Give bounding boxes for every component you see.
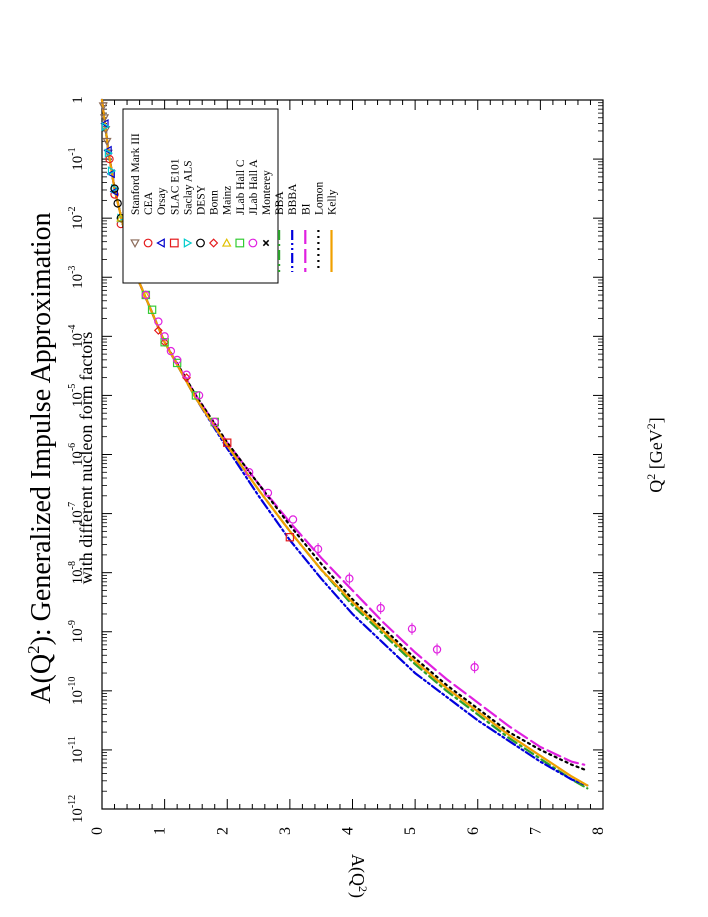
legend-label: CEA: [143, 191, 155, 215]
marker-stanford-mark-iii: [102, 137, 112, 147]
x-tick-label: 0: [89, 827, 106, 835]
marker-saclay-als: [104, 148, 114, 158]
y-tick-label: 10-11: [67, 736, 86, 764]
legend-label: BI: [300, 203, 312, 215]
legend-label: DESY: [196, 184, 208, 215]
marker-stanford-mark-iii: [99, 114, 110, 123]
legend-label: Kelly: [327, 189, 339, 215]
y-tick-label: 10-2: [67, 206, 86, 229]
legend-label: Lomon: [313, 182, 325, 215]
chart-title: A(Q2): Generalized Impulse Approximation: [24, 212, 57, 703]
y-tick-label: 10-1: [67, 147, 86, 170]
marker-bonn: [153, 325, 163, 335]
legend-label: Mainz: [222, 186, 234, 215]
marker-cea: [105, 154, 114, 164]
legend-label: Stanford Mark III: [130, 133, 142, 215]
chart-subtitle: with different nucleon form factors: [76, 332, 96, 585]
x-tick-label: 4: [340, 827, 357, 835]
legend-symbol: [169, 238, 179, 248]
y-tick-label: 10-12: [67, 795, 86, 823]
marker-jlab-hall-a: [172, 355, 182, 365]
x-tick-label: 3: [277, 827, 294, 835]
legend-label: BBA: [274, 191, 286, 215]
legend-label: SLAC E101: [169, 158, 181, 215]
marker-saclay-als: [107, 166, 117, 176]
legend-label: BBBA: [287, 183, 299, 215]
y-tick-label: 10-10: [67, 677, 86, 705]
legend-symbol: [221, 237, 232, 247]
marker-saclay-als: [111, 184, 120, 194]
marker-jlab-hall-a: [141, 290, 151, 300]
y-axis-label: A(Q2): [347, 854, 370, 898]
y-tick-label: 10-4: [67, 325, 86, 348]
x-tick-label: 1: [152, 827, 169, 835]
legend-symbol: [208, 238, 219, 248]
marker-saclay-als: [101, 121, 110, 132]
marker-desy: [110, 184, 119, 193]
marker-jlab-hall-a: [244, 468, 254, 477]
marker-slac-e101: [285, 533, 295, 542]
x-tick-label: 5: [402, 827, 419, 835]
y-tick-label: 10-9: [67, 620, 86, 643]
axis-ticks: [101, 99, 604, 810]
legend-symbol: [262, 239, 270, 247]
legend: Stanford Mark III CEA Orsay SLAC E101 Saclay…: [122, 108, 339, 284]
marker-orsay: [106, 169, 115, 179]
y-tick-label: 10-7: [67, 502, 86, 525]
marker-jlab-hall-c: [172, 358, 182, 368]
marker-jlab-hall-c: [160, 338, 169, 347]
data-markers: [98, 102, 479, 674]
axis-tick-labels: 0 1 2 3 4 5 6 7 8 1 10-1 10-2 10-3 10-4 10-5 10-6 10-7 10…: [67, 96, 607, 835]
legend-label: Saclay ALS: [182, 160, 194, 215]
legend-symbol: [196, 238, 205, 248]
legend-label: JLab Hall C: [235, 159, 247, 215]
legend-symbol: [130, 239, 140, 249]
legend-symbol: [235, 238, 245, 248]
marker-orsay: [100, 119, 109, 129]
legend-label: Orsay: [156, 187, 168, 215]
legend-symbol: [183, 238, 193, 248]
y-tick-label: 10-3: [67, 266, 86, 289]
marker-jlab-hall-a: [154, 317, 163, 326]
marker-mainz: [141, 290, 151, 299]
x-tick-label: 8: [590, 827, 607, 835]
marker-slac-e101: [223, 438, 232, 447]
x-tick-label: 2: [214, 827, 231, 835]
marker-jlab-hall-a: [166, 346, 176, 356]
legend-box: [122, 108, 279, 284]
legend-symbol: [143, 238, 153, 248]
x-axis-label: Q2 [GeV2]: [644, 417, 666, 492]
marker-bonn: [182, 373, 191, 383]
legend-symbol: [156, 238, 165, 248]
marker-desy: [113, 199, 122, 208]
curve-bba: [100, 98, 589, 790]
y-tick-label: 10-8: [67, 561, 86, 584]
marker-stanford-mark-iii: [98, 102, 108, 111]
marker-jlab-hall-c: [191, 391, 201, 400]
marker-jlab-hall-a: [263, 488, 273, 498]
x-tick-label: 7: [527, 827, 544, 835]
x-tick-label: 6: [465, 827, 482, 835]
marker-orsay: [103, 145, 112, 155]
marker-jlab-hall-c: [147, 305, 157, 314]
marker-jlab-hall-a: [160, 332, 169, 341]
marker-jlab-hall-a: [288, 515, 298, 524]
legend-symbol: [248, 238, 258, 248]
marker-jlab-hall-a: [182, 370, 191, 379]
legend-label: Bonn: [209, 190, 221, 215]
y-tick-label: 10-5: [67, 384, 86, 407]
marker-jlab-hall-a: [210, 417, 219, 427]
y-tick-label: 10-6: [67, 443, 86, 466]
legend-label: JLab Hall A: [248, 159, 260, 215]
legend-label: Monterey: [261, 170, 273, 215]
marker-jlab-hall-a: [194, 391, 204, 400]
y-tick-label: 1: [70, 96, 86, 104]
